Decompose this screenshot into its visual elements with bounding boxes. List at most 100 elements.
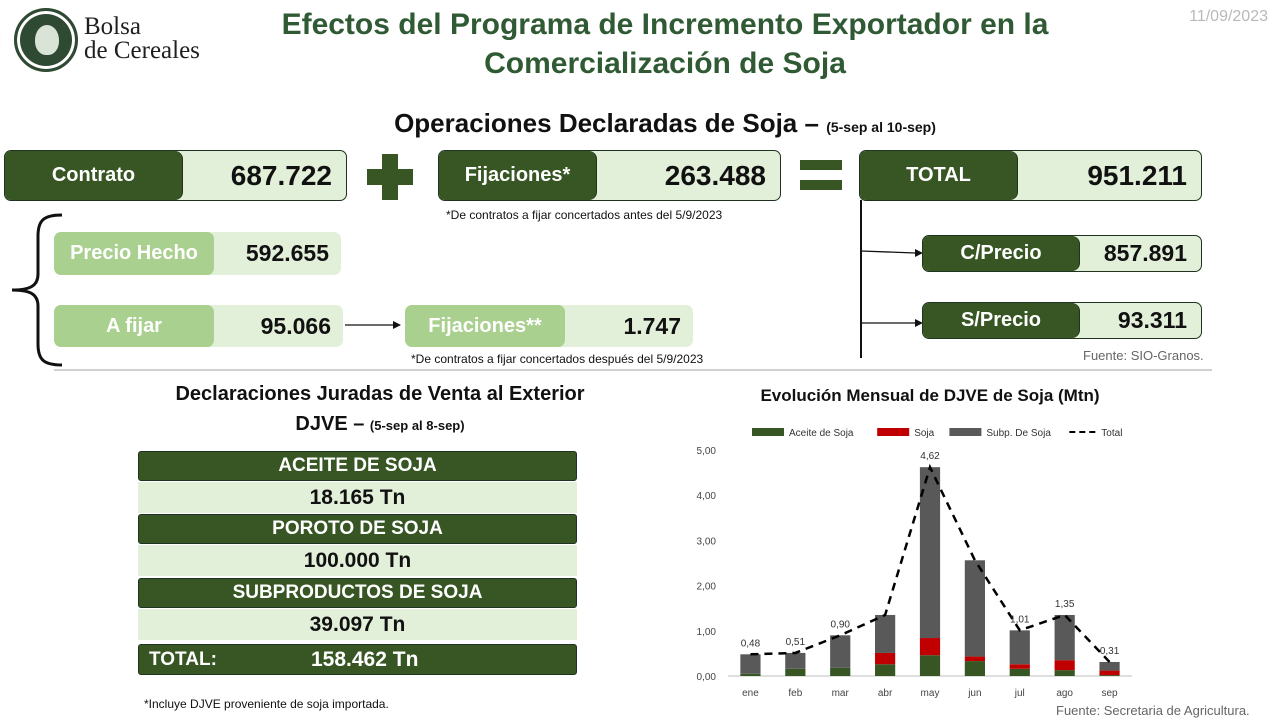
c-precio-label: C/Precio [923, 236, 1080, 271]
x-tick-label: feb [788, 688, 802, 699]
bar-abr-1 [875, 652, 896, 665]
y-tick-label: 3,00 [697, 536, 717, 547]
page-title-line1: Efectos del Programa de Incremento Expor… [281, 8, 1049, 41]
djve-aceite-header: ACEITE DE SOJA [138, 451, 577, 481]
legend-label-2: Subp. De Soja [986, 428, 1051, 439]
data-label-feb: 0,51 [786, 637, 806, 648]
y-tick-label: 1,00 [697, 627, 717, 638]
c-precio-value: 857.891 [1103, 240, 1187, 266]
x-tick-label: mar [832, 688, 850, 699]
logo-text-line1: Bolsa [84, 13, 141, 40]
bar-feb-0 [785, 668, 806, 676]
precio-hecho-value: 592.655 [245, 240, 329, 266]
djve-monthly-chart: Aceite de Soja Soja Subp. De Soja Total 0,00… [697, 428, 1132, 699]
bar-ago-0 [1054, 670, 1075, 676]
operations-heading-text: Operaciones Declaradas de Soja – [394, 108, 819, 138]
fijaciones2-box: Fijaciones** 1.747 [405, 305, 693, 347]
legend-swatch-2 [949, 428, 982, 436]
operations-heading: Operaciones Declaradas de Soja – (5-sep … [0, 108, 1280, 139]
a-fijar-box: A fijar 95.066 [54, 305, 343, 347]
y-tick-label: 5,00 [697, 446, 717, 457]
bar-sep-1 [1099, 670, 1120, 676]
arrow-to-cprecio-icon [861, 249, 923, 257]
total-label: TOTAL [860, 151, 1018, 200]
total-line [750, 463, 1111, 663]
data-label-mar: 0,90 [830, 619, 850, 630]
equals-icon [800, 160, 842, 190]
djve-total-row: TOTAL: 158.462 Tn [138, 644, 577, 675]
a-fijar-label: A fijar [54, 305, 214, 347]
legend-swatch-0 [752, 428, 784, 436]
arrow-right-icon [345, 321, 401, 329]
fijaciones-value: 263.488 [664, 159, 766, 191]
bar-jun-0 [964, 661, 985, 676]
x-tick-label: may [921, 688, 940, 699]
a-fijar-value: 95.066 [260, 312, 331, 339]
djve-title-line1: Declaraciones Juradas de Venta al Exteri… [175, 383, 585, 405]
data-label-sep: 0,31 [1100, 646, 1120, 657]
bar-jul-1 [1009, 664, 1030, 669]
data-label-jul: 1,01 [1010, 614, 1030, 625]
contrato-value: 687.722 [230, 159, 332, 191]
x-tick-label: ene [742, 688, 759, 699]
bar-sep-0 [1099, 675, 1120, 676]
c-precio-box: C/Precio 857.891 [922, 235, 1202, 272]
legend-swatch-1 [877, 428, 910, 436]
bar-feb-2 [785, 652, 806, 669]
djve-title-line2: DJVE – (5-sep al 8-sep) [100, 413, 660, 436]
y-tick-label: 2,00 [697, 582, 717, 593]
bar-abr-2 [875, 614, 896, 653]
fijaciones-box: Fijaciones* 263.488 [438, 150, 781, 201]
s-precio-value: 93.311 [1117, 307, 1187, 333]
legend-label-0: Aceite de Soja [789, 428, 854, 439]
fijaciones2-note: *De contratos a fijar concertados despué… [411, 352, 704, 366]
legend-label-1: Soja [914, 428, 934, 439]
chart-title: Evolución Mensual de DJVE de Soja (Mtn) [760, 386, 1100, 405]
total-box: TOTAL 951.211 [859, 150, 1202, 201]
fijaciones-label: Fijaciones* [439, 151, 597, 200]
bar-ene-0 [740, 673, 761, 676]
bar-jul-2 [1009, 630, 1030, 665]
djve-total-value: 158.462 Tn [311, 647, 419, 671]
djve-subproductos-header: SUBPRODUCTOS DE SOJA [138, 578, 577, 608]
djve-total-label: TOTAL: [149, 648, 217, 670]
djve-footnote: *Incluye DJVE proveniente de soja import… [144, 697, 389, 711]
s-precio-label: S/Precio [923, 303, 1080, 338]
date-label: 11/09/2023 [1189, 8, 1268, 25]
djve-title-text: DJVE – [295, 413, 365, 435]
bar-abr-0 [875, 664, 896, 676]
bar-ene-2 [740, 654, 761, 674]
bar-jun-2 [964, 560, 985, 657]
fijaciones2-label: Fijaciones** [405, 305, 565, 347]
tree-vertical-line [860, 200, 862, 358]
fijaciones-note: *De contratos a fijar concertados antes … [446, 208, 723, 222]
contrato-box: Contrato 687.722 [4, 150, 347, 201]
precio-hecho-label: Precio Hecho [54, 232, 214, 275]
y-tick-label: 4,00 [697, 491, 717, 502]
bar-may-2 [919, 467, 941, 639]
fijaciones2-value: 1.747 [623, 312, 681, 339]
data-label-ago: 1,35 [1055, 599, 1075, 610]
plus-icon [367, 154, 413, 200]
bar-jul-0 [1009, 668, 1030, 676]
djve-title-period: (5-sep al 8-sep) [369, 418, 465, 433]
bar-may-1 [919, 638, 941, 656]
legend-label-total: Total [1101, 428, 1122, 439]
total-value: 951.211 [1087, 159, 1187, 191]
bolsa-logo-icon [14, 8, 78, 72]
djve-subproductos-value: 39.097 Tn [138, 609, 577, 640]
x-tick-label: abr [878, 688, 893, 699]
djve-poroto-value: 100.000 Tn [138, 545, 577, 576]
bar-mar-2 [830, 635, 851, 668]
y-tick-label: 0,00 [697, 672, 717, 683]
djve-poroto-header: POROTO DE SOJA [138, 514, 577, 544]
djve-aceite-value: 18.165 Tn [138, 482, 577, 513]
data-label-may: 4,62 [920, 451, 940, 462]
arrow-to-sprecio-icon [861, 319, 923, 327]
x-tick-label: ago [1056, 688, 1073, 699]
bar-jun-1 [964, 656, 985, 662]
precio-hecho-box: Precio Hecho 592.655 [54, 232, 341, 275]
contrato-label: Contrato [5, 151, 183, 200]
logo-text-line2: de Cereales [84, 37, 200, 64]
bar-mar-0 [830, 667, 851, 676]
